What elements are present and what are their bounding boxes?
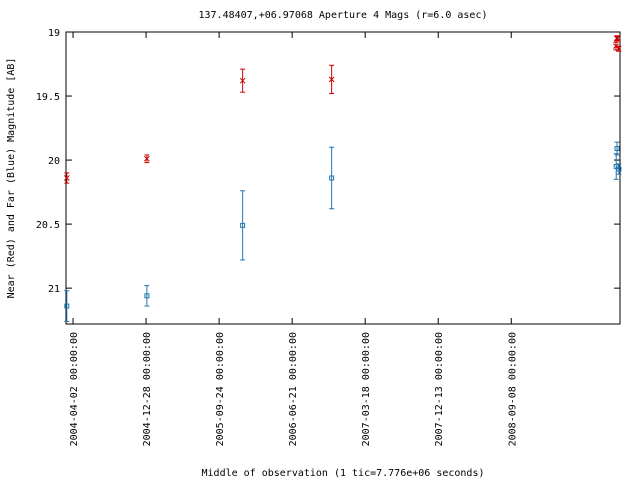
chart-title: 137.48407,+06.97068 Aperture 4 Mags (r=6… <box>199 10 488 21</box>
x-axis-label: Middle of observation (1 tic=7.776e+06 s… <box>202 468 485 479</box>
data-point <box>616 166 622 172</box>
series <box>64 141 622 322</box>
x-tick-label: 2004-12-28 00:00:00 <box>142 332 153 446</box>
data-point <box>614 146 620 152</box>
marker-stroke <box>328 76 335 83</box>
data-point <box>63 175 70 181</box>
series <box>63 35 622 184</box>
y-tick-label: 21 <box>48 284 60 295</box>
data-point <box>328 76 335 83</box>
marker-stroke <box>239 77 246 84</box>
data-point <box>144 293 150 299</box>
data-point <box>329 175 335 181</box>
plot-frame <box>65 31 621 325</box>
x-tick-label: 2006-06-21 00:00:00 <box>288 332 299 446</box>
x-axis: 2004-04-02 00:00:00 2004-12-28 00:00:00 20… <box>69 32 518 446</box>
marker-stroke <box>615 45 622 52</box>
marker-stroke <box>614 35 621 42</box>
series-layer <box>63 35 622 322</box>
marker-stroke <box>613 43 619 49</box>
x-tick-label: 2008-09-08 00:00:00 <box>507 332 518 446</box>
marker-stroke <box>144 155 150 162</box>
data-point <box>240 222 246 228</box>
marker-stroke <box>613 35 620 42</box>
data-point <box>239 77 246 84</box>
x-tick-label: 2005-09-24 00:00:00 <box>215 332 226 446</box>
y-tick-label: 19 <box>48 28 60 39</box>
x-tick-label: 2004-04-02 00:00:00 <box>69 332 80 446</box>
data-point <box>144 155 150 162</box>
data-point <box>64 303 70 309</box>
data-point <box>615 45 622 52</box>
y-tick-label: 19.5 <box>36 92 60 103</box>
data-point <box>613 163 619 169</box>
y-axis-label: Near (Red) and Far (Blue) Magnitude [AB] <box>6 58 17 299</box>
y-axis: 19 19.5 20 20.5 21 <box>36 28 620 295</box>
marker-stroke <box>63 175 70 181</box>
x-tick-label: 2007-03-18 00:00:00 <box>361 332 372 446</box>
data-point <box>613 35 620 42</box>
y-tick-label: 20 <box>48 156 60 167</box>
x-tick-label: 2007-12-13 00:00:00 <box>434 332 445 446</box>
y-tick-label: 20.5 <box>36 220 60 231</box>
data-point <box>614 35 621 42</box>
